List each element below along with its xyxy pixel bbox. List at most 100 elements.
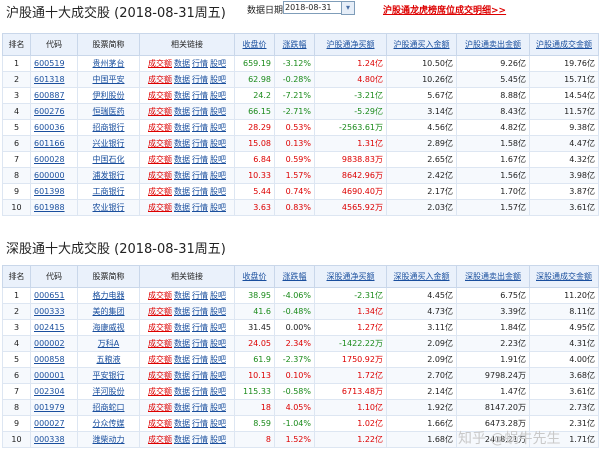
related-link-1[interactable]: 数据	[174, 91, 190, 100]
related-link-1[interactable]: 数据	[174, 155, 190, 164]
related-link-2[interactable]: 行情	[192, 203, 208, 212]
stock-name-link[interactable]: 五粮液	[77, 351, 140, 368]
stock-name-link[interactable]: 格力电器	[77, 287, 140, 304]
related-link-1[interactable]: 数据	[174, 371, 190, 380]
stock-name-link[interactable]: 中国平安	[77, 71, 140, 88]
related-link-3[interactable]: 股吧	[210, 323, 226, 332]
related-link-1[interactable]: 数据	[174, 323, 190, 332]
related-link-2[interactable]: 行情	[192, 59, 208, 68]
sh-header-8[interactable]: 沪股通卖出金额	[456, 33, 530, 56]
stock-code-link[interactable]: 000651	[30, 287, 78, 304]
related-link-2[interactable]: 行情	[192, 403, 208, 412]
related-link-3[interactable]: 股吧	[210, 59, 226, 68]
related-link-0[interactable]: 成交额	[148, 435, 172, 444]
related-link-2[interactable]: 行情	[192, 75, 208, 84]
sz-header-6[interactable]: 深股通净买额	[314, 265, 387, 288]
related-link-0[interactable]: 成交额	[148, 339, 172, 348]
stock-name-link[interactable]: 海康威视	[77, 319, 140, 336]
related-link-3[interactable]: 股吧	[210, 403, 226, 412]
stock-code-link[interactable]: 000858	[30, 351, 78, 368]
related-link-2[interactable]: 行情	[192, 371, 208, 380]
related-link-0[interactable]: 成交额	[148, 323, 172, 332]
sh-rank-detail-link[interactable]: 沪股通龙虎榜席位成交明细>>	[383, 6, 507, 16]
stock-code-link[interactable]: 000333	[30, 303, 78, 320]
stock-name-link[interactable]: 招商银行	[77, 119, 140, 136]
related-link-1[interactable]: 数据	[174, 187, 190, 196]
stock-code-link[interactable]: 600036	[30, 119, 78, 136]
stock-code-link[interactable]: 601398	[30, 183, 78, 200]
stock-name-link[interactable]: 兴业银行	[77, 135, 140, 152]
related-link-2[interactable]: 行情	[192, 123, 208, 132]
stock-name-link[interactable]: 贵州茅台	[77, 55, 140, 72]
related-link-2[interactable]: 行情	[192, 419, 208, 428]
related-link-2[interactable]: 行情	[192, 155, 208, 164]
related-link-0[interactable]: 成交额	[148, 59, 172, 68]
stock-name-link[interactable]: 伊利股份	[77, 87, 140, 104]
date-input[interactable]: 2018-08-31	[283, 1, 343, 14]
related-link-0[interactable]: 成交额	[148, 371, 172, 380]
related-link-0[interactable]: 成交额	[148, 155, 172, 164]
related-link-2[interactable]: 行情	[192, 307, 208, 316]
related-link-0[interactable]: 成交额	[148, 107, 172, 116]
related-link-1[interactable]: 数据	[174, 171, 190, 180]
related-link-0[interactable]: 成交额	[148, 419, 172, 428]
related-link-3[interactable]: 股吧	[210, 203, 226, 212]
related-link-2[interactable]: 行情	[192, 171, 208, 180]
related-link-0[interactable]: 成交额	[148, 403, 172, 412]
stock-name-link[interactable]: 万科A	[77, 335, 140, 352]
related-link-3[interactable]: 股吧	[210, 387, 226, 396]
related-link-3[interactable]: 股吧	[210, 75, 226, 84]
related-link-2[interactable]: 行情	[192, 107, 208, 116]
related-link-1[interactable]: 数据	[174, 203, 190, 212]
stock-name-link[interactable]: 洋河股份	[77, 383, 140, 400]
related-link-0[interactable]: 成交额	[148, 187, 172, 196]
related-link-1[interactable]: 数据	[174, 339, 190, 348]
related-link-3[interactable]: 股吧	[210, 307, 226, 316]
related-link-1[interactable]: 数据	[174, 139, 190, 148]
related-link-3[interactable]: 股吧	[210, 187, 226, 196]
related-link-2[interactable]: 行情	[192, 291, 208, 300]
related-link-0[interactable]: 成交额	[148, 171, 172, 180]
stock-name-link[interactable]: 平安银行	[77, 367, 140, 384]
related-link-3[interactable]: 股吧	[210, 123, 226, 132]
stock-name-link[interactable]: 工商银行	[77, 183, 140, 200]
stock-code-link[interactable]: 600276	[30, 103, 78, 120]
stock-code-link[interactable]: 600519	[30, 55, 78, 72]
related-link-0[interactable]: 成交额	[148, 307, 172, 316]
related-link-3[interactable]: 股吧	[210, 171, 226, 180]
related-link-3[interactable]: 股吧	[210, 339, 226, 348]
related-link-3[interactable]: 股吧	[210, 435, 226, 444]
stock-code-link[interactable]: 600028	[30, 151, 78, 168]
related-link-0[interactable]: 成交额	[148, 355, 172, 364]
stock-code-link[interactable]: 601988	[30, 199, 78, 216]
related-link-0[interactable]: 成交额	[148, 139, 172, 148]
stock-name-link[interactable]: 浦发银行	[77, 167, 140, 184]
sh-header-6[interactable]: 沪股通净买额	[314, 33, 387, 56]
stock-code-link[interactable]: 601318	[30, 71, 78, 88]
related-link-2[interactable]: 行情	[192, 355, 208, 364]
stock-name-link[interactable]: 招商蛇口	[77, 399, 140, 416]
related-link-1[interactable]: 数据	[174, 355, 190, 364]
related-link-1[interactable]: 数据	[174, 107, 190, 116]
related-link-0[interactable]: 成交额	[148, 387, 172, 396]
related-link-0[interactable]: 成交额	[148, 123, 172, 132]
sz-header-8[interactable]: 深股通卖出金额	[456, 265, 530, 288]
related-link-3[interactable]: 股吧	[210, 419, 226, 428]
stock-name-link[interactable]: 潍柴动力	[77, 431, 140, 448]
stock-code-link[interactable]: 601166	[30, 135, 78, 152]
stock-name-link[interactable]: 美的集团	[77, 303, 140, 320]
calendar-dropdown-icon[interactable]: ▾	[341, 1, 355, 15]
related-link-1[interactable]: 数据	[174, 403, 190, 412]
related-link-2[interactable]: 行情	[192, 387, 208, 396]
related-link-1[interactable]: 数据	[174, 307, 190, 316]
related-link-3[interactable]: 股吧	[210, 91, 226, 100]
sh-header-4[interactable]: 收盘价	[234, 33, 275, 56]
related-link-0[interactable]: 成交额	[148, 291, 172, 300]
sh-header-5[interactable]: 涨跌幅	[274, 33, 315, 56]
stock-name-link[interactable]: 中国石化	[77, 151, 140, 168]
related-link-2[interactable]: 行情	[192, 187, 208, 196]
related-link-2[interactable]: 行情	[192, 435, 208, 444]
related-link-3[interactable]: 股吧	[210, 155, 226, 164]
related-link-2[interactable]: 行情	[192, 323, 208, 332]
related-link-0[interactable]: 成交额	[148, 203, 172, 212]
